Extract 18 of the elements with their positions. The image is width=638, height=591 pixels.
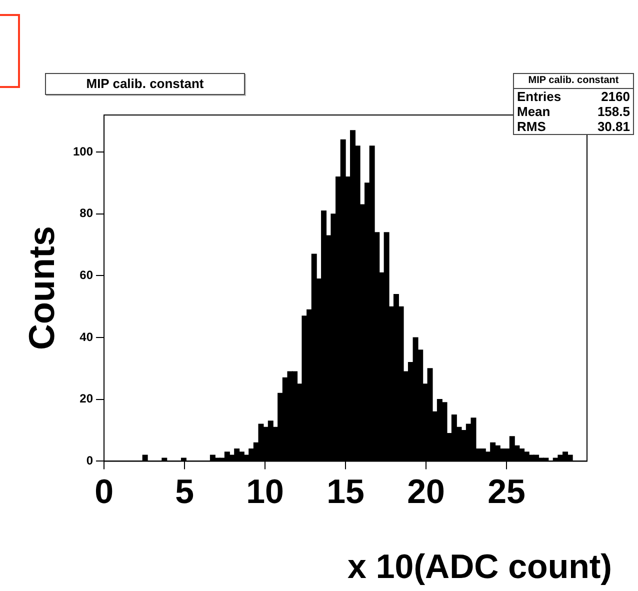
y-tick-label: 0 [86,454,94,468]
y-tick-label: 100 [72,144,94,158]
y-tick-label: 40 [80,330,94,344]
x-tick-label: 10 [246,472,284,511]
x-tick-label: 15 [326,472,364,511]
text: MIP calib. constant [514,74,633,89]
x-tick-label: 5 [175,472,194,511]
chart-title: MIP calib. constant [45,73,245,95]
y-tick-label: 60 [80,268,94,282]
y-tick-label: 20 [80,392,94,406]
text: Entries 2160 [517,89,630,104]
text: RMS 30.81 [517,119,630,134]
x-tick-label: 25 [488,472,526,511]
y-tick-label: 80 [80,206,94,220]
text: Mean 158.5 [517,104,630,119]
y-axis-title: Counts [21,226,63,350]
x-axis-title: x 10(ADC count) [348,548,612,587]
x-tick-label: 20 [407,472,445,511]
